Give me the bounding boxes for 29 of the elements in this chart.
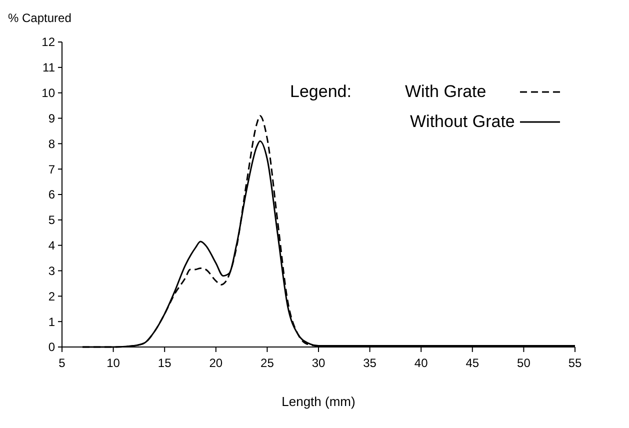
x-tick-label: 50 (517, 356, 531, 370)
y-tick-label: 10 (42, 86, 56, 100)
y-tick-label: 0 (48, 340, 56, 354)
y-axis-title: % Captured (8, 11, 72, 25)
x-tick-label: 30 (312, 356, 326, 370)
y-tick-label: 7 (48, 162, 56, 176)
x-tick-label: 10 (106, 356, 120, 370)
y-tick-label: 2 (48, 289, 56, 304)
x-tick-label: 35 (363, 356, 377, 370)
y-tick-label: 11 (42, 60, 56, 75)
y-tick-label: 3 (48, 264, 56, 278)
y-tick-label: 5 (48, 213, 56, 228)
x-tick-label: 25 (260, 356, 274, 370)
y-tick-label: 12 (42, 35, 56, 50)
x-tick-label: 15 (158, 356, 172, 370)
x-axis-title: Length (mm) (282, 394, 356, 409)
x-tick-label: 5 (58, 356, 66, 370)
legend-title: Legend: (290, 82, 352, 101)
legend-label: With Grate (405, 82, 486, 101)
y-tick-label: 1 (48, 314, 56, 329)
x-tick-label: 45 (466, 356, 480, 370)
y-tick-label: 4 (48, 238, 56, 253)
y-tick-label: 6 (48, 188, 56, 202)
legend-label: Without Grate (410, 112, 515, 131)
x-tick-label: 20 (209, 356, 223, 370)
x-tick-label: 55 (568, 356, 582, 370)
y-tick-label: 9 (48, 111, 56, 126)
x-tick-label: 40 (414, 356, 428, 370)
y-tick-label: 8 (48, 136, 56, 151)
